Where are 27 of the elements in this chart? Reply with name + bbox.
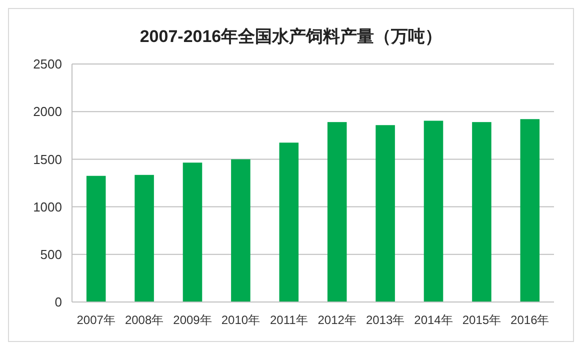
x-tick-label: 2015年 xyxy=(462,313,502,327)
x-tick-label: 2014年 xyxy=(414,313,453,327)
bar xyxy=(86,176,106,302)
bar xyxy=(279,142,299,302)
bar xyxy=(520,119,540,302)
x-tick-label: 2011年 xyxy=(270,313,308,327)
bar xyxy=(424,120,444,302)
bar xyxy=(327,122,347,302)
bar xyxy=(182,162,202,302)
y-tick-label: 2500 xyxy=(33,56,62,72)
y-tick-label: 0 xyxy=(54,294,62,310)
x-tick-label: 2013年 xyxy=(366,313,405,327)
y-tick-label: 1000 xyxy=(33,199,62,214)
bar xyxy=(376,125,395,302)
bar xyxy=(472,122,492,302)
x-tick-label: 2007年 xyxy=(76,313,116,327)
x-tick-label: 2016年 xyxy=(510,313,550,327)
bar xyxy=(134,174,154,302)
y-tick-label: 2000 xyxy=(33,104,62,120)
y-tick-label: 500 xyxy=(40,246,62,262)
bar xyxy=(231,159,250,302)
x-tick-label: 2009年 xyxy=(173,313,212,327)
chart-title: 2007-2016年全国水产饲料产量（万吨） xyxy=(140,27,442,46)
y-tick-label: 1500 xyxy=(33,152,62,167)
x-tick-label: 2010年 xyxy=(221,313,260,327)
x-tick-label: 2008年 xyxy=(124,313,164,327)
x-tick-label: 2012年 xyxy=(318,313,356,327)
